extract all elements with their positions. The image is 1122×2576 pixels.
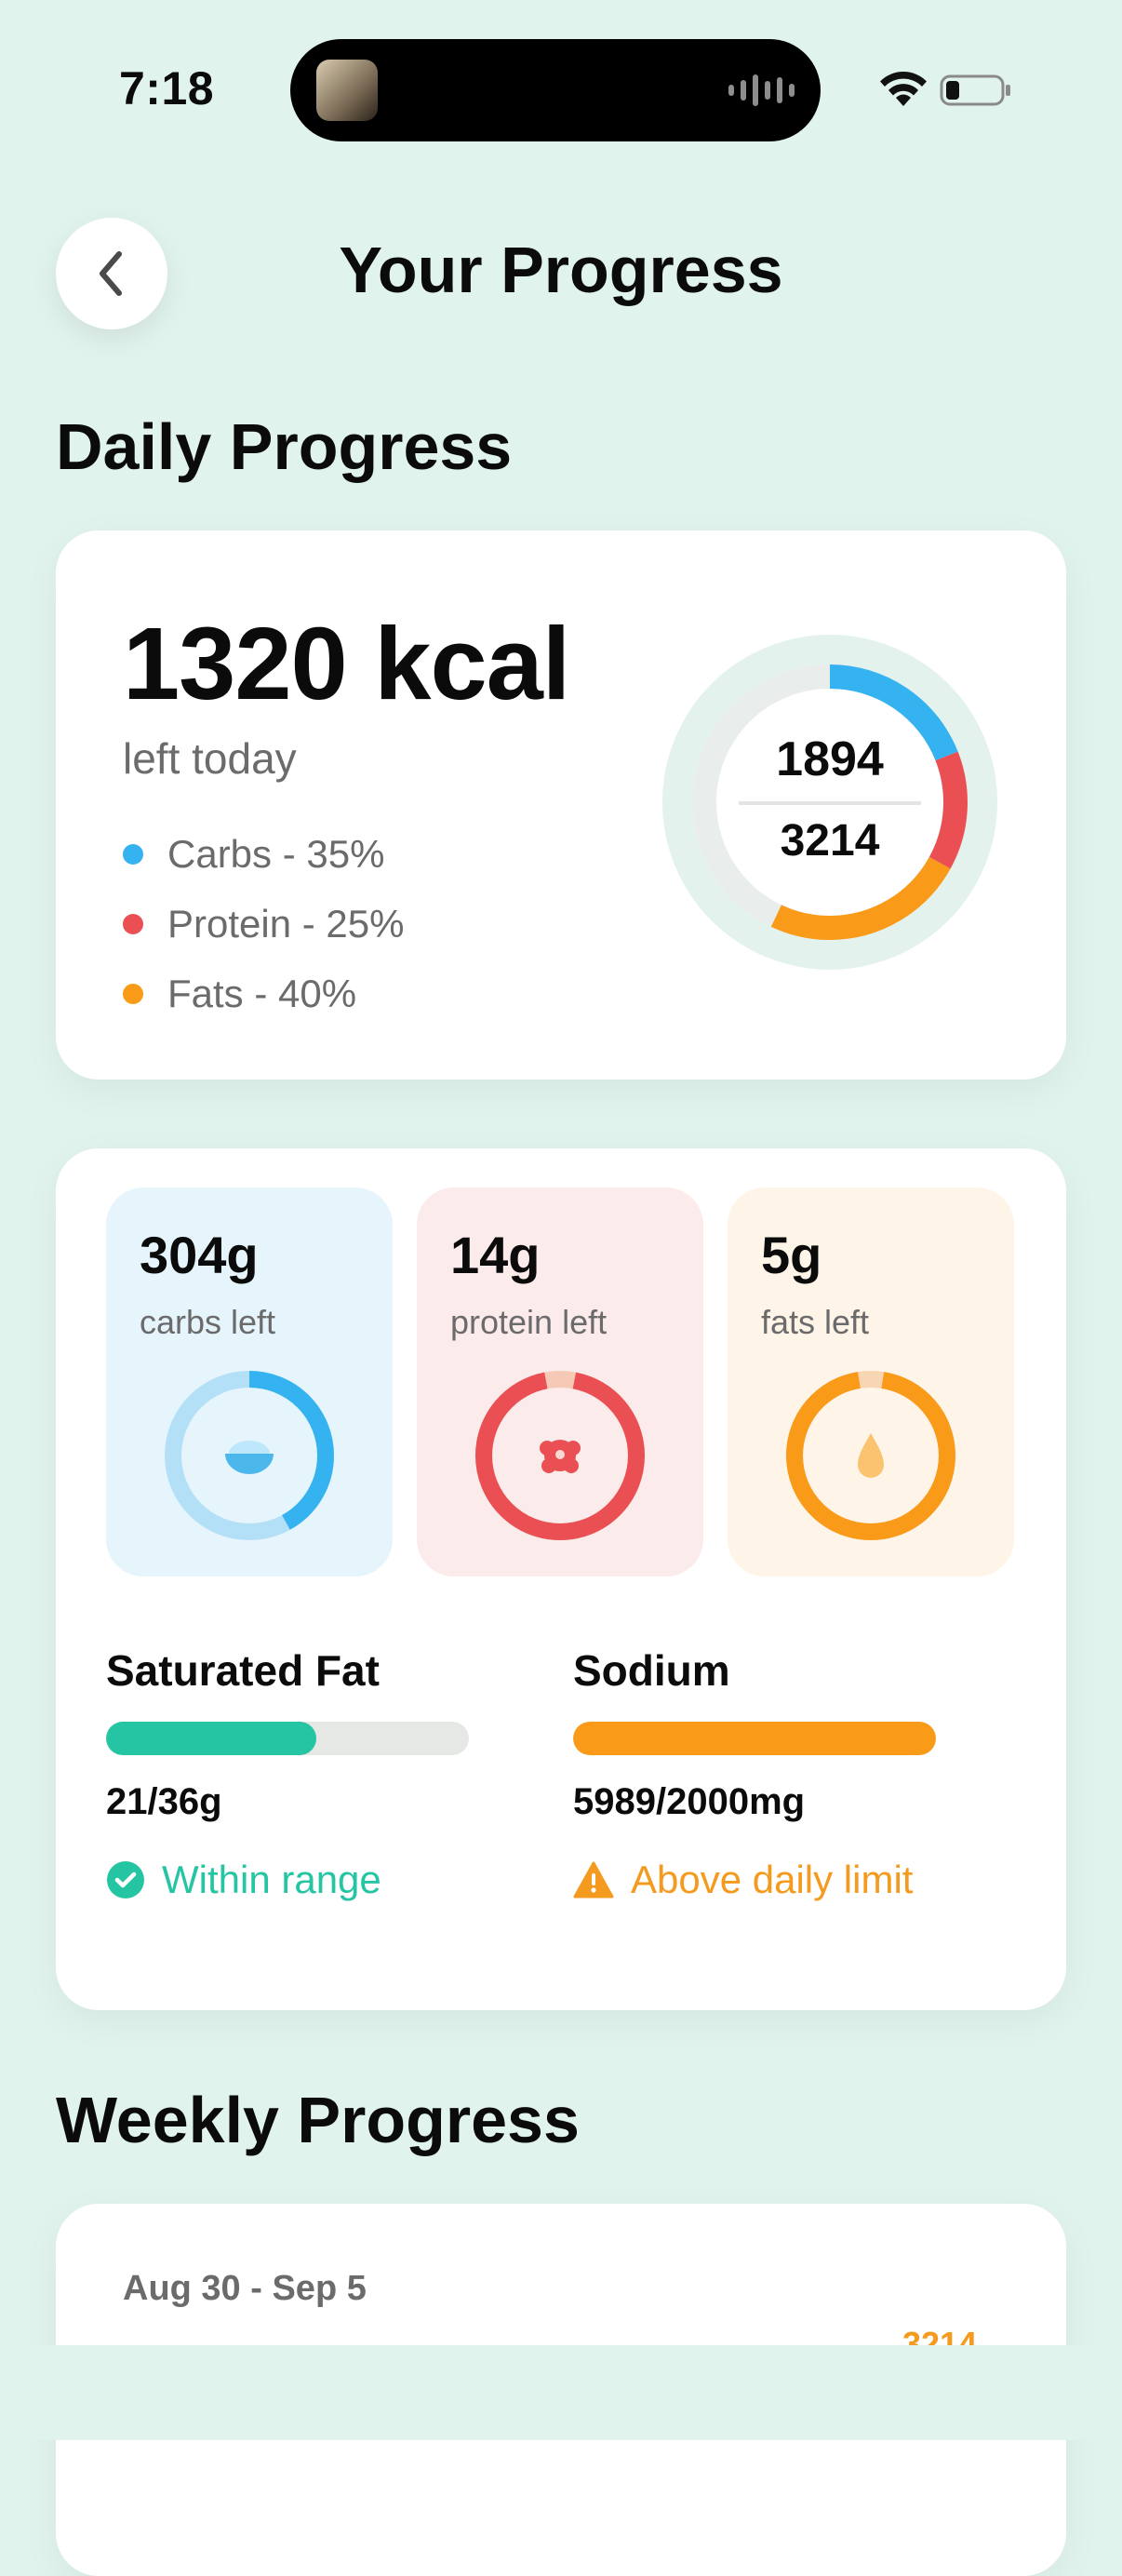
macro-label: fats left bbox=[761, 1303, 870, 1341]
calorie-summary-card: 1320 kcal left today Carbs - 35% Protein… bbox=[56, 530, 1066, 1080]
weekly-progress-title: Weekly Progress bbox=[56, 2084, 580, 2156]
nutrient-name: Saturated Fat bbox=[106, 1646, 380, 1695]
legend-dot bbox=[123, 843, 143, 865]
nutrient-bar-fill bbox=[106, 1722, 317, 1755]
macro-tile-carbs[interactable]: 304g carbs left bbox=[106, 1187, 393, 1576]
legend-label: Fats - 40% bbox=[167, 971, 357, 1015]
nutrient-status: Within range bbox=[106, 1858, 381, 1902]
nutrient-amount: 5989/2000mg bbox=[573, 1781, 806, 1822]
meat-icon bbox=[540, 1440, 581, 1473]
warning-icon bbox=[573, 1861, 614, 1898]
back-button[interactable] bbox=[56, 218, 167, 329]
wifi-icon bbox=[880, 71, 927, 106]
legend-item-carbs: Carbs - 35% bbox=[123, 819, 404, 889]
daily-progress-title: Daily Progress bbox=[56, 410, 513, 483]
nutrient-amount: 21/36g bbox=[106, 1781, 222, 1822]
now-playing-artwork bbox=[316, 60, 378, 121]
bottom-safe-area bbox=[0, 2345, 1122, 2440]
protein-ring bbox=[475, 1371, 645, 1540]
macro-legend: Carbs - 35% Protein - 25% Fats - 40% bbox=[123, 819, 404, 1028]
nutrient-status-text: Within range bbox=[162, 1858, 381, 1901]
battery-icon bbox=[940, 74, 1010, 106]
oil-drop-icon bbox=[858, 1433, 884, 1478]
macro-value: 14g bbox=[450, 1226, 541, 1284]
ring-consumed: 1894 bbox=[776, 732, 884, 786]
nutrient-name: Sodium bbox=[573, 1646, 730, 1695]
legend-dot bbox=[123, 913, 143, 934]
macro-tile-protein[interactable]: 14g protein left bbox=[417, 1187, 703, 1576]
legend-label: Protein - 25% bbox=[167, 901, 405, 946]
kcal-left-label: left today bbox=[123, 734, 297, 783]
legend-item-protein: Protein - 25% bbox=[123, 889, 404, 959]
nutrient-bar bbox=[106, 1722, 469, 1755]
calorie-ring: 1894 3214 bbox=[662, 635, 997, 970]
legend-dot bbox=[123, 983, 143, 1004]
status-time: 7:18 bbox=[119, 62, 215, 114]
nutrient-status: Above daily limit bbox=[573, 1858, 913, 1902]
nutrient-bar bbox=[573, 1722, 936, 1755]
rice-bowl-icon bbox=[225, 1441, 274, 1474]
nutrient-status-text: Above daily limit bbox=[631, 1858, 914, 1901]
weekly-date-range[interactable]: Aug 30 - Sep 5 bbox=[123, 2269, 367, 2308]
audio-waveform-icon bbox=[728, 73, 795, 108]
legend-item-fats: Fats - 40% bbox=[123, 959, 404, 1028]
ring-segment-fats bbox=[692, 664, 968, 940]
chevron-left-icon bbox=[100, 251, 122, 296]
check-circle-icon bbox=[107, 1861, 144, 1898]
nutrient-bar-fill bbox=[573, 1722, 936, 1755]
carbs-ring bbox=[165, 1371, 334, 1540]
macro-label: protein left bbox=[450, 1303, 608, 1341]
macro-tile-fats[interactable]: 5g fats left bbox=[728, 1187, 1014, 1576]
macro-label: carbs left bbox=[140, 1303, 276, 1341]
macros-card: 304g carbs left 14g protein left bbox=[56, 1148, 1066, 2010]
ring-goal: 3214 bbox=[780, 816, 880, 865]
fats-ring bbox=[786, 1371, 955, 1540]
dynamic-island[interactable] bbox=[290, 39, 821, 141]
macro-value: 5g bbox=[761, 1226, 822, 1284]
macro-value: 304g bbox=[140, 1226, 259, 1284]
ring-segment-protein bbox=[692, 664, 968, 940]
page-title: Your Progress bbox=[339, 234, 783, 306]
kcal-left-value: 1320 kcal bbox=[123, 607, 570, 721]
ring-segment-carbs bbox=[692, 664, 968, 940]
legend-label: Carbs - 35% bbox=[167, 831, 385, 876]
calorie-ring-graphic bbox=[662, 635, 997, 970]
